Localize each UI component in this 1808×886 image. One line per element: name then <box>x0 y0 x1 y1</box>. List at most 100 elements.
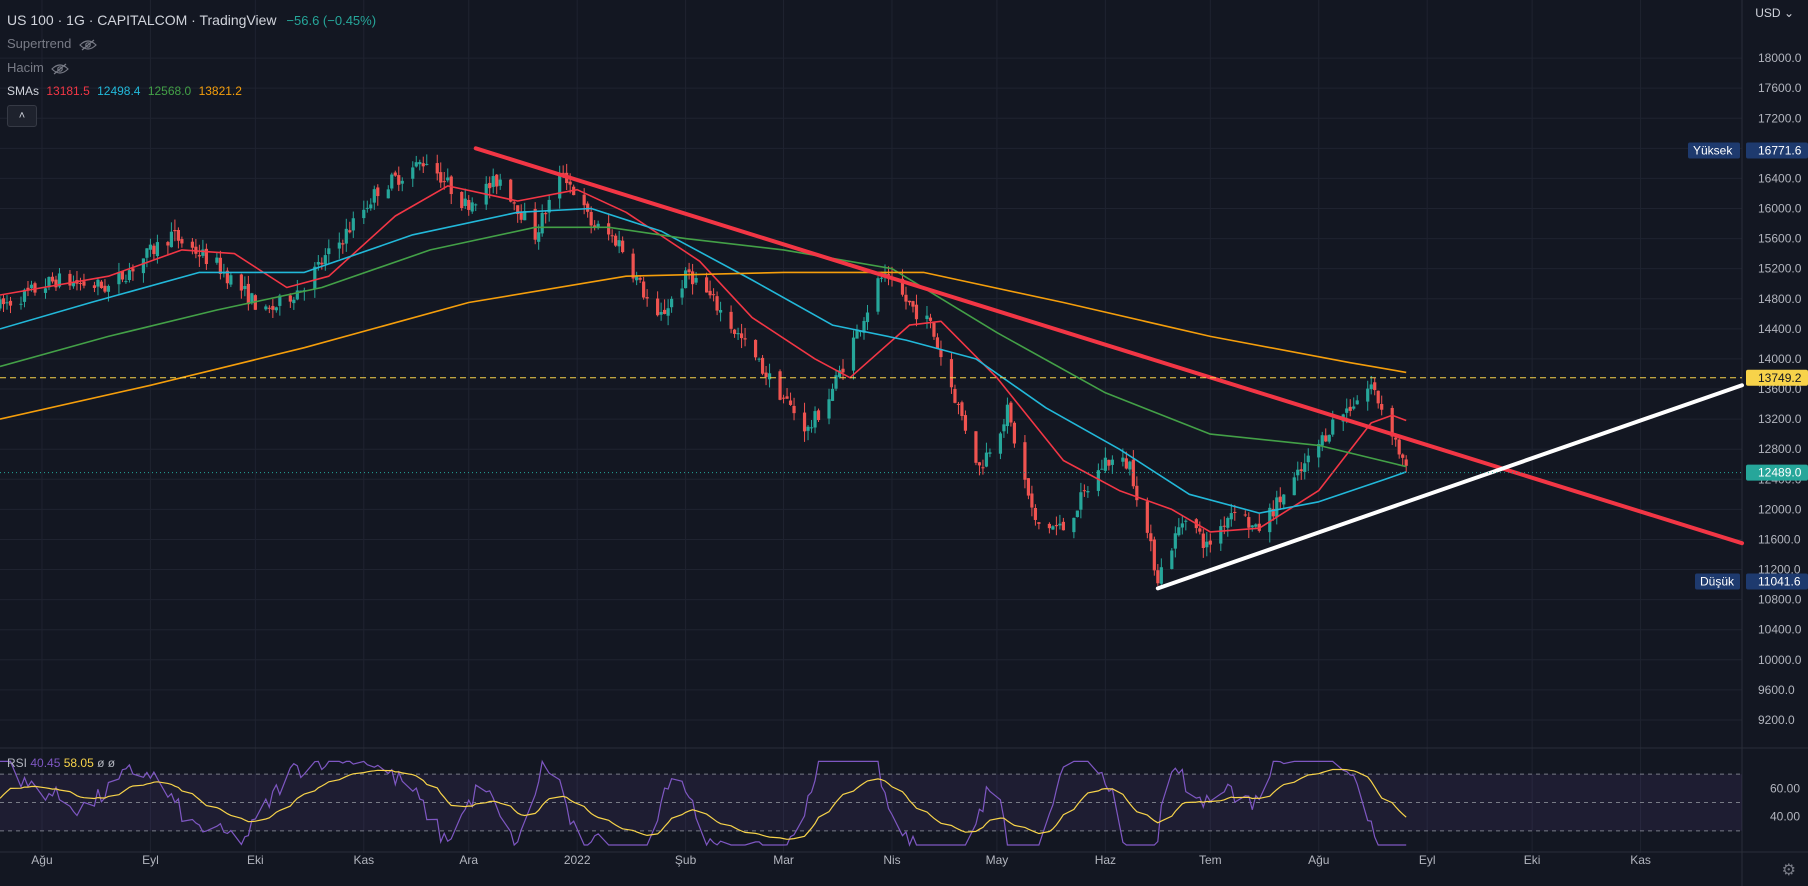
candle-body <box>582 194 586 206</box>
candle-body <box>124 281 128 283</box>
candle-body <box>463 198 467 206</box>
candle-body <box>190 241 194 248</box>
candle-body <box>1005 404 1010 427</box>
x-tick-label: Ağu <box>1308 853 1329 867</box>
candle-body <box>68 273 72 286</box>
eye-off-icon[interactable] <box>51 63 70 75</box>
symbol-header[interactable]: US 100 · 1G · CAPITALCOM · TradingView −… <box>7 12 377 28</box>
candle-body <box>998 433 1003 454</box>
price-label-box <box>1746 369 1808 386</box>
candle-body <box>1072 517 1076 533</box>
price-label: 12489.0 <box>1758 466 1802 480</box>
candle-body <box>809 427 814 429</box>
candle-body <box>704 277 709 293</box>
candle-body <box>1082 490 1086 492</box>
candle-body <box>246 283 250 305</box>
candle-body <box>204 248 208 265</box>
eye-off-icon[interactable] <box>79 39 97 51</box>
candle-body <box>614 235 618 246</box>
candle-body <box>1103 457 1107 471</box>
rsi-label: RSI <box>7 756 28 770</box>
candle-body <box>278 295 282 306</box>
x-tick-label: Tem <box>1199 853 1222 867</box>
candle-body <box>390 174 394 189</box>
candle-body <box>460 192 464 208</box>
gear-icon[interactable]: ⚙ <box>1781 862 1796 879</box>
x-tick-label: Ara <box>459 853 478 867</box>
smas-legend[interactable]: SMAs 13181.5 12498.4 12568.0 13821.2 <box>7 84 246 98</box>
candle-body <box>792 405 796 414</box>
candle-body <box>988 452 992 454</box>
sma-line <box>0 185 1407 533</box>
candle-body <box>834 375 838 389</box>
candle-body <box>495 174 499 187</box>
candle-body <box>393 172 397 176</box>
candle-body <box>421 163 425 167</box>
volume-legend[interactable]: Hacim <box>7 60 70 75</box>
candle-body <box>1201 533 1205 549</box>
candle-body <box>1075 510 1079 518</box>
candle-body <box>1054 525 1058 527</box>
candle-body <box>313 266 317 289</box>
candle-body <box>715 296 719 311</box>
rsi-tick-label: 60.00 <box>1770 781 1800 795</box>
x-tick-label: Eyl <box>142 853 159 867</box>
supertrend-legend[interactable]: Supertrend <box>7 36 97 51</box>
candle-body <box>925 315 929 319</box>
x-tick-label: Kas <box>353 853 374 867</box>
candle-body <box>813 411 817 428</box>
x-tick-label: Eki <box>1524 853 1541 867</box>
candle-body <box>1243 514 1247 516</box>
candle-body <box>1222 525 1226 527</box>
rsi-tick-label: 40.00 <box>1770 810 1800 824</box>
candle-body <box>642 281 646 298</box>
candle-body <box>197 255 201 257</box>
candle-body <box>47 277 51 288</box>
candle-body <box>141 258 146 274</box>
candle-body <box>71 281 76 287</box>
x-tick-label: Haz <box>1095 853 1116 867</box>
candle-body <box>956 403 961 405</box>
candle-body <box>166 242 170 246</box>
marker-label: Yüksek <box>1693 143 1733 157</box>
candle-body <box>470 202 474 212</box>
candle-body <box>736 333 740 335</box>
candle-body <box>1376 390 1380 404</box>
rsi-ma-line <box>0 768 1407 840</box>
candle-body <box>327 248 331 255</box>
candle-body <box>1012 422 1017 444</box>
marker-label-box <box>1695 573 1740 590</box>
rsi-ma-value: 58.05 <box>63 756 94 770</box>
y-tick-label: 10000.0 <box>1758 653 1802 667</box>
candle-body <box>1079 492 1083 510</box>
candle-body <box>145 248 149 258</box>
candle-body <box>981 467 985 469</box>
candle-body <box>757 358 761 360</box>
rsi-legend[interactable]: RSI 40.45 58.05 ø ø <box>7 756 115 770</box>
candle-body <box>691 271 695 285</box>
candle-body <box>29 284 34 289</box>
candle-body <box>1135 485 1139 501</box>
candle-body <box>1061 521 1065 531</box>
currency-selector[interactable]: USD ⌄ <box>1755 6 1794 20</box>
candle-body <box>180 239 184 244</box>
candle-body <box>841 368 845 373</box>
candle-body <box>323 255 327 265</box>
exchange-label: CAPITALCOM <box>97 12 188 28</box>
candle-body <box>638 277 642 280</box>
candle-body <box>19 303 23 305</box>
candle-body <box>1299 469 1303 472</box>
candle-body <box>533 208 537 240</box>
candle-body <box>1131 459 1135 487</box>
trendline <box>473 146 1744 546</box>
candle-body <box>684 270 688 289</box>
candle-body <box>1366 388 1370 402</box>
candle-body <box>914 304 919 320</box>
candle-body <box>1331 419 1335 435</box>
collapse-legend-button[interactable]: ˄ <box>7 105 37 127</box>
sma-line <box>0 226 1407 468</box>
candle-body <box>656 298 660 316</box>
candle-body <box>977 462 982 466</box>
y-tick-label: 14000.0 <box>1758 352 1802 366</box>
